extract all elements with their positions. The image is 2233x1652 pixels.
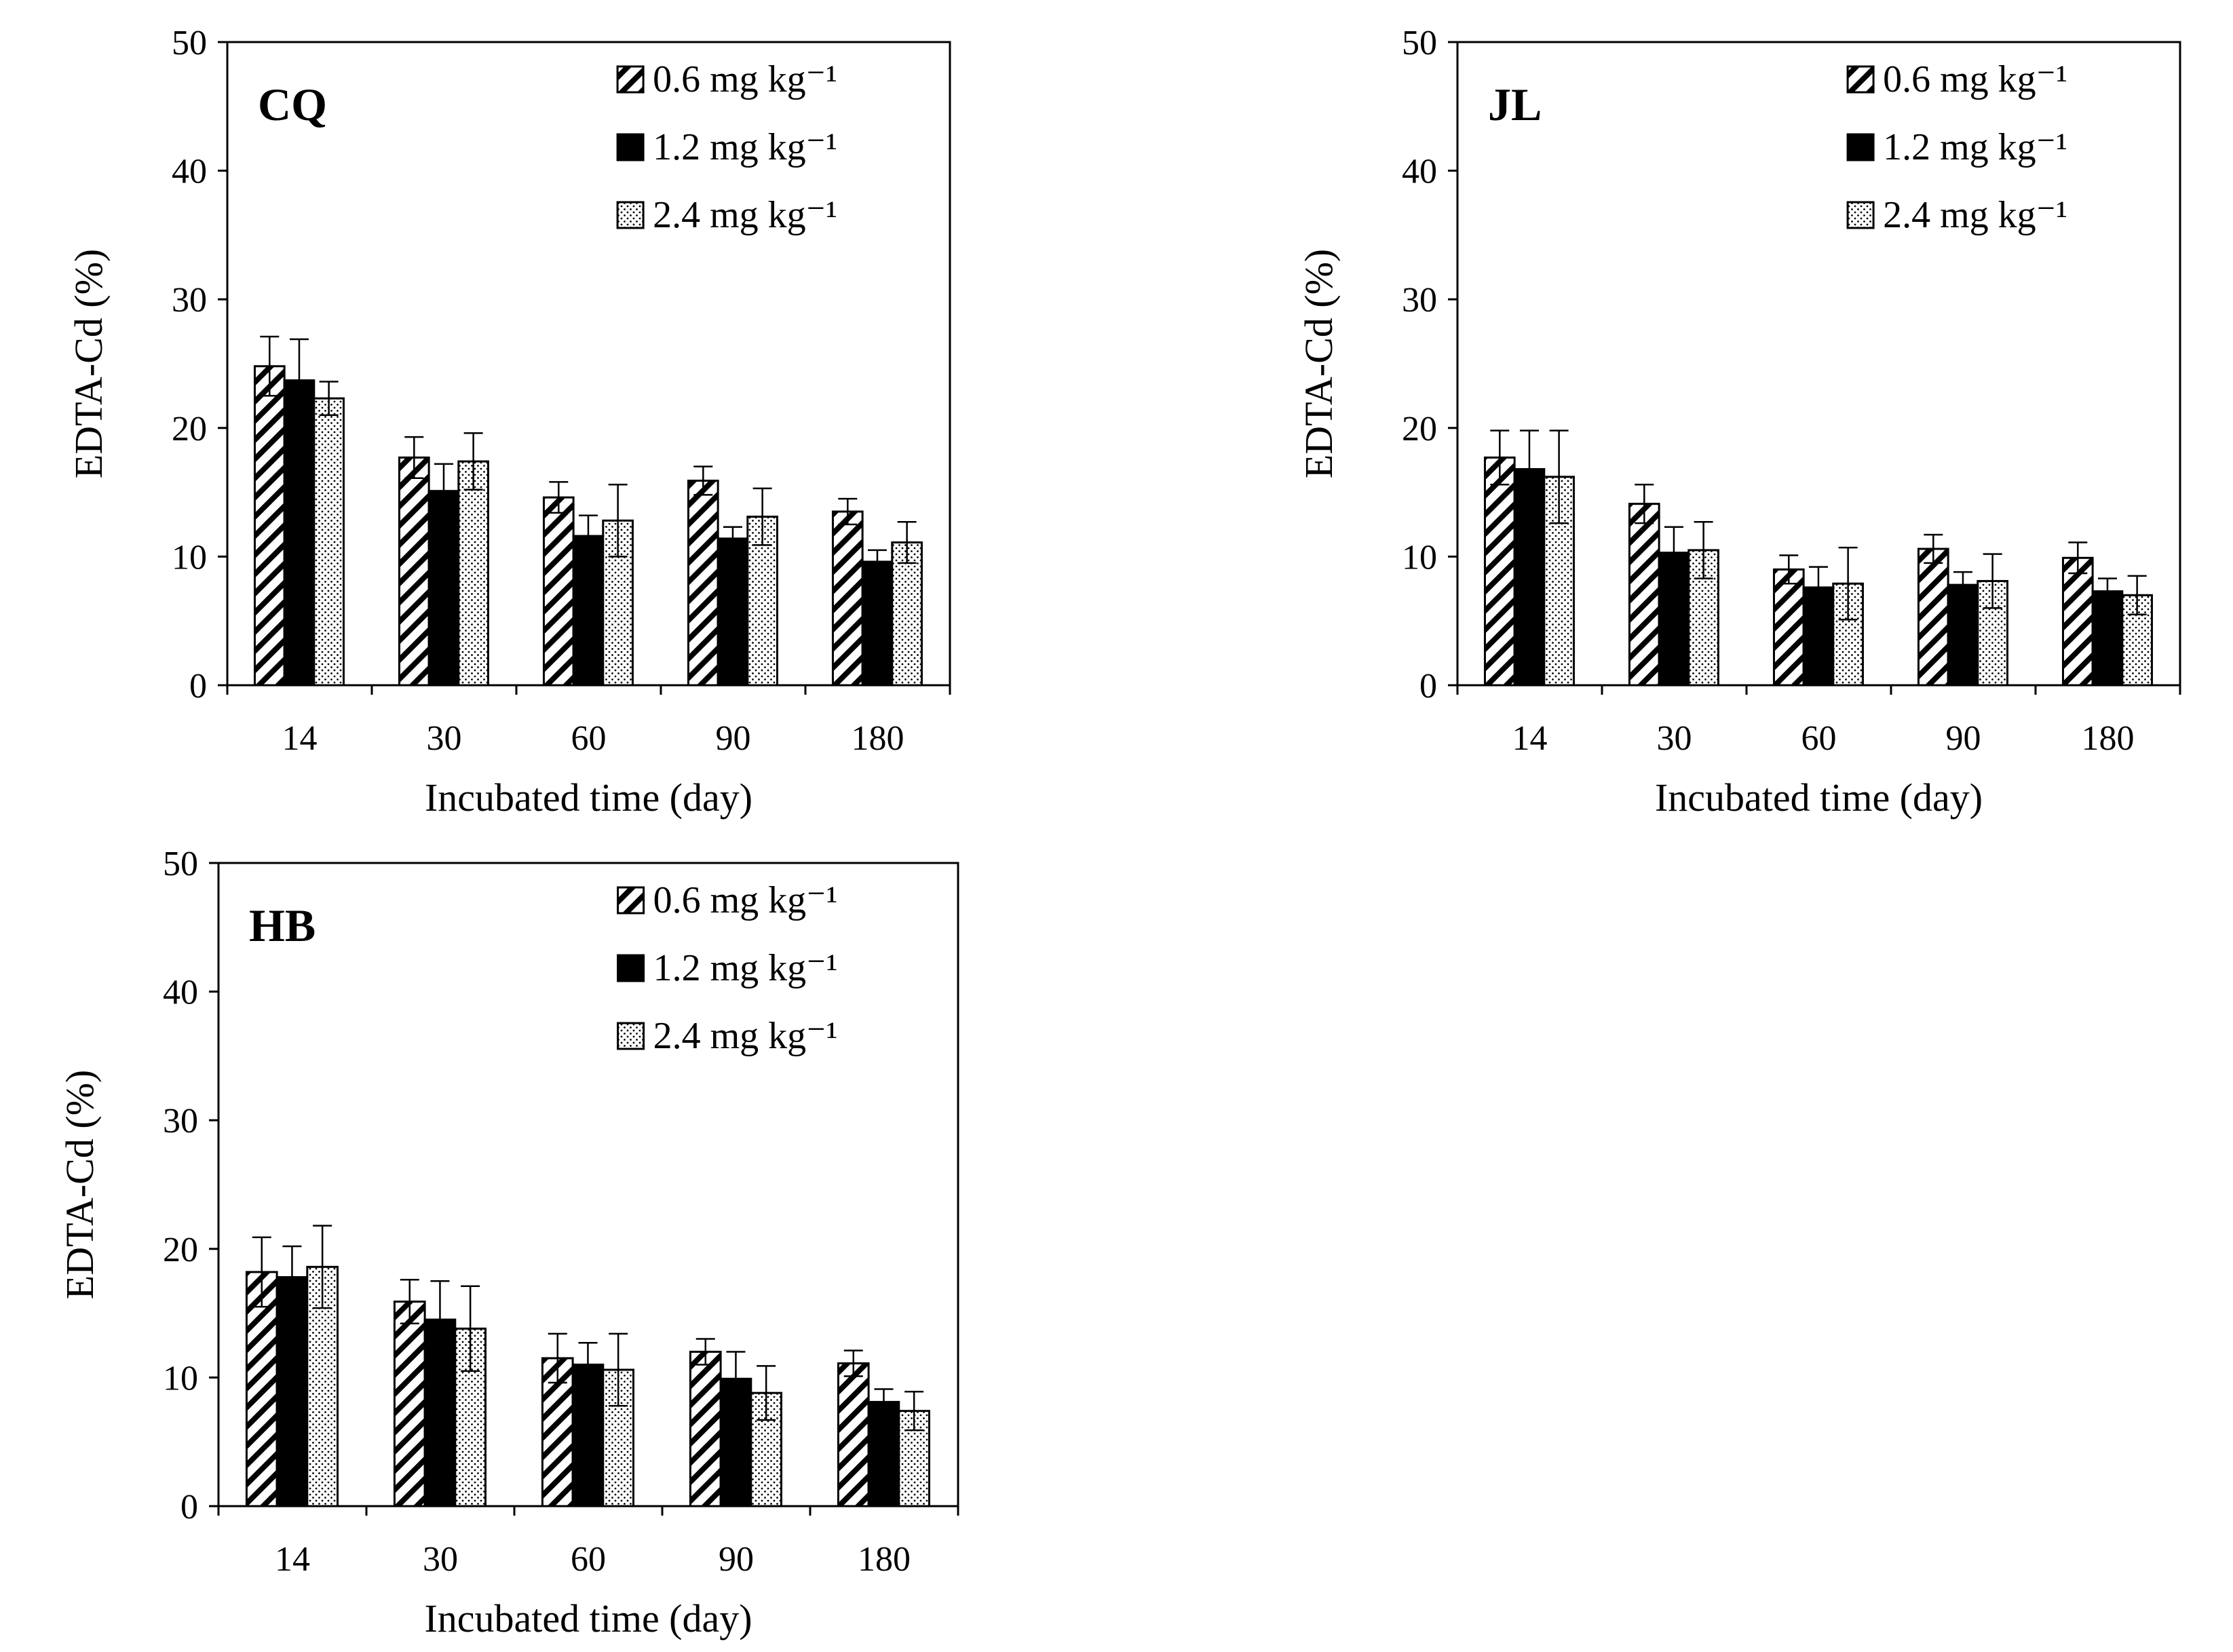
x-tick-label: 90 <box>716 719 751 758</box>
y-tick-label: 20 <box>163 1231 198 1269</box>
bar-cq-series1-90 <box>687 480 719 687</box>
bar-cq-series1-60 <box>542 496 575 687</box>
y-tick-label: 10 <box>1402 538 1437 577</box>
x-tick-label: 30 <box>1657 719 1692 758</box>
legend-entry-1: 0.6 mg kg⁻¹ <box>1883 58 2067 100</box>
y-tick-label: 50 <box>1402 24 1437 62</box>
y-tick-label: 30 <box>172 281 207 320</box>
x-tick-label: 14 <box>275 1540 310 1579</box>
y-tick-label: 20 <box>172 410 207 448</box>
y-tick-label: 30 <box>1402 281 1437 320</box>
chart-panel-hb: 0 10 20 30 40 50 14 30 60 90 180 HB 0.6 mg kg⁻¹ 1.2 m… <box>58 845 959 1640</box>
legend-entry-1: 0.6 mg kg⁻¹ <box>653 879 838 921</box>
legend-swatch-3 <box>616 201 645 229</box>
bar-cq-series2-90 <box>717 537 749 687</box>
y-tick-label: 0 <box>189 667 207 706</box>
bar-jl-series1-90 <box>1917 548 1949 687</box>
bar-jl-series1-60 <box>1772 568 1805 687</box>
bar-jl-series1-30 <box>1628 503 1660 687</box>
y-tick-label: 40 <box>172 153 207 191</box>
legend-swatch-1 <box>617 886 645 915</box>
bar-hb-series1-14 <box>245 1271 278 1507</box>
bar-cq-series1-14 <box>253 365 286 687</box>
bar-cq-series1-30 <box>398 456 430 687</box>
legend-entry-2: 1.2 mg kg⁻¹ <box>1883 126 2067 168</box>
y-axis-title: EDTA-Cd (%) <box>58 1070 102 1299</box>
x-tick-label: 14 <box>1512 719 1548 758</box>
legend-swatch-2 <box>616 133 645 161</box>
x-tick-label: 180 <box>852 719 904 758</box>
legend-entry-2: 1.2 mg kg⁻¹ <box>653 947 838 989</box>
bar-hb-series2-14 <box>275 1276 309 1507</box>
legend-entry-1: 0.6 mg kg⁻¹ <box>653 58 837 100</box>
x-tick-label: 180 <box>2082 719 2135 758</box>
bar-jl-series2-180 <box>2091 590 2124 687</box>
y-axis-title: EDTA-Cd (%) <box>66 249 111 478</box>
legend-entry-2: 1.2 mg kg⁻¹ <box>653 126 837 168</box>
bar-hb-series1-180 <box>837 1362 870 1507</box>
bar-cq-series3-30 <box>457 460 489 687</box>
bar-cq-series1-180 <box>831 510 864 687</box>
x-tick-label: 90 <box>719 1540 754 1579</box>
x-tick-label: 30 <box>423 1540 458 1579</box>
legend-entry-3: 2.4 mg kg⁻¹ <box>1883 194 2067 236</box>
legend-swatch-1 <box>1846 65 1875 94</box>
legend-entry-3: 2.4 mg kg⁻¹ <box>653 1015 838 1057</box>
bar-hb-series1-90 <box>689 1350 722 1507</box>
y-tick-label: 0 <box>1419 667 1437 706</box>
x-tick-label: 180 <box>858 1540 911 1579</box>
y-tick-label: 30 <box>163 1102 198 1140</box>
y-tick-label: 10 <box>172 538 207 577</box>
bar-cq-series2-30 <box>427 490 460 687</box>
y-axis-title: EDTA-Cd (%) <box>1297 249 1341 478</box>
x-tick-label: 60 <box>1801 719 1837 758</box>
chart-panel-cq: 0 10 20 30 40 50 14 30 60 90 180 CQ 0.6 mg kg⁻¹ 1.2 m… <box>66 24 951 820</box>
bar-cq-series2-14 <box>283 379 316 687</box>
bar-hb-series1-30 <box>393 1301 426 1507</box>
y-tick-label: 50 <box>163 845 198 883</box>
x-tick-label: 30 <box>427 719 462 758</box>
bar-cq-series2-60 <box>572 535 605 687</box>
bar-jl-series1-14 <box>1483 456 1516 687</box>
y-tick-label: 50 <box>172 24 207 62</box>
x-tick-label: 90 <box>1946 719 1981 758</box>
y-tick-label: 0 <box>180 1488 198 1526</box>
legend-swatch-3 <box>1846 201 1875 229</box>
y-tick-label: 20 <box>1402 410 1437 448</box>
bar-cq-series3-90 <box>746 516 778 687</box>
bar-jl-series2-90 <box>1947 583 1979 687</box>
legend-swatch-3 <box>617 1022 645 1050</box>
legend-swatch-2 <box>617 954 645 982</box>
bar-hb-series2-180 <box>867 1400 900 1507</box>
panel-label: HB <box>249 900 316 951</box>
bar-cq-series3-14 <box>313 397 345 687</box>
x-tick-label: 14 <box>282 719 318 758</box>
x-tick-label: 60 <box>571 719 607 758</box>
chart-panel-jl: 0 10 20 30 40 50 14 30 60 90 180 JL 0.6 mg kg⁻¹ 1.2 m… <box>1297 24 2181 820</box>
legend-entry-3: 2.4 mg kg⁻¹ <box>653 194 837 236</box>
bar-jl-series1-180 <box>2061 556 2094 687</box>
legend-swatch-1 <box>616 65 645 94</box>
bar-cq-series2-180 <box>861 560 894 687</box>
y-tick-label: 40 <box>1402 153 1437 191</box>
x-axis-title: Incubated time (day) <box>1655 775 1983 820</box>
panel-label: CQ <box>258 79 327 130</box>
x-axis-title: Incubated time (day) <box>425 775 752 820</box>
y-tick-label: 40 <box>163 974 198 1012</box>
x-tick-label: 60 <box>571 1540 606 1579</box>
y-tick-label: 10 <box>163 1359 198 1398</box>
x-axis-title: Incubated time (day) <box>424 1596 752 1640</box>
legend-swatch-2 <box>1846 133 1875 161</box>
bar-cq-series3-180 <box>891 541 923 687</box>
panel-label: JL <box>1488 79 1542 130</box>
